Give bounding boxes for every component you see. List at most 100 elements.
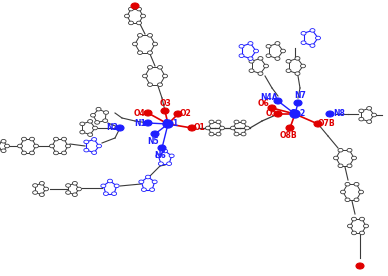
Ellipse shape <box>146 175 151 179</box>
Text: N2: N2 <box>106 123 118 132</box>
Ellipse shape <box>290 110 300 118</box>
Ellipse shape <box>359 190 364 194</box>
Ellipse shape <box>103 119 108 123</box>
Ellipse shape <box>96 107 101 111</box>
Ellipse shape <box>88 133 93 136</box>
Ellipse shape <box>315 36 320 40</box>
Ellipse shape <box>352 156 357 160</box>
Ellipse shape <box>139 180 144 184</box>
Ellipse shape <box>152 180 157 184</box>
Ellipse shape <box>206 126 211 130</box>
Ellipse shape <box>356 263 364 269</box>
Ellipse shape <box>84 148 89 152</box>
Ellipse shape <box>268 105 276 111</box>
Ellipse shape <box>352 231 357 235</box>
Text: O5: O5 <box>265 110 277 118</box>
Ellipse shape <box>80 130 85 134</box>
Ellipse shape <box>131 3 139 9</box>
Ellipse shape <box>163 120 173 128</box>
Ellipse shape <box>241 120 246 124</box>
Ellipse shape <box>92 126 97 130</box>
Ellipse shape <box>140 14 146 18</box>
Ellipse shape <box>220 126 225 130</box>
Ellipse shape <box>163 149 168 153</box>
Ellipse shape <box>5 144 9 148</box>
Ellipse shape <box>137 51 142 54</box>
Ellipse shape <box>314 121 322 127</box>
Ellipse shape <box>174 111 182 117</box>
Ellipse shape <box>62 137 66 141</box>
Ellipse shape <box>360 231 364 235</box>
Ellipse shape <box>347 164 352 168</box>
Ellipse shape <box>266 54 271 57</box>
Ellipse shape <box>286 125 294 131</box>
Ellipse shape <box>274 98 282 104</box>
Ellipse shape <box>286 69 291 73</box>
Ellipse shape <box>188 125 196 131</box>
Text: Co1: Co1 <box>163 120 179 129</box>
Ellipse shape <box>88 120 93 123</box>
Ellipse shape <box>158 65 163 69</box>
Ellipse shape <box>364 224 369 228</box>
Ellipse shape <box>158 145 166 151</box>
Ellipse shape <box>39 193 44 197</box>
Ellipse shape <box>347 148 352 152</box>
Ellipse shape <box>66 184 71 187</box>
Ellipse shape <box>66 144 71 148</box>
Ellipse shape <box>80 122 85 126</box>
Ellipse shape <box>132 42 137 46</box>
Ellipse shape <box>294 100 302 106</box>
Ellipse shape <box>234 132 239 136</box>
Ellipse shape <box>341 190 345 194</box>
Ellipse shape <box>158 83 163 86</box>
Ellipse shape <box>266 44 271 48</box>
Ellipse shape <box>295 57 300 60</box>
Ellipse shape <box>216 132 221 136</box>
Ellipse shape <box>72 193 77 197</box>
Ellipse shape <box>354 198 359 201</box>
Ellipse shape <box>92 137 97 141</box>
Ellipse shape <box>66 191 71 194</box>
Ellipse shape <box>345 182 350 186</box>
Ellipse shape <box>301 41 306 44</box>
Ellipse shape <box>147 51 152 54</box>
Ellipse shape <box>144 110 152 116</box>
Ellipse shape <box>72 182 77 185</box>
Ellipse shape <box>158 162 163 166</box>
Ellipse shape <box>147 83 152 86</box>
Ellipse shape <box>141 188 146 192</box>
Ellipse shape <box>150 188 154 192</box>
Ellipse shape <box>352 217 357 221</box>
Text: N5: N5 <box>147 137 159 145</box>
Ellipse shape <box>239 44 244 48</box>
Ellipse shape <box>76 187 81 191</box>
Ellipse shape <box>310 44 315 47</box>
Ellipse shape <box>326 111 334 117</box>
Ellipse shape <box>249 60 254 63</box>
Text: O3: O3 <box>160 99 172 107</box>
Ellipse shape <box>1 139 6 143</box>
Ellipse shape <box>263 64 268 68</box>
Ellipse shape <box>248 57 253 60</box>
Ellipse shape <box>248 42 253 45</box>
Ellipse shape <box>54 151 59 155</box>
Text: Co2: Co2 <box>290 110 306 118</box>
Ellipse shape <box>21 151 26 155</box>
Ellipse shape <box>301 31 306 35</box>
Ellipse shape <box>39 182 44 185</box>
Ellipse shape <box>338 148 343 152</box>
Ellipse shape <box>147 34 152 37</box>
Ellipse shape <box>54 137 59 141</box>
Text: N8: N8 <box>333 110 345 118</box>
Ellipse shape <box>29 151 35 155</box>
Ellipse shape <box>33 191 38 194</box>
Ellipse shape <box>161 108 169 114</box>
Ellipse shape <box>116 125 124 131</box>
Text: N4A: N4A <box>260 92 278 102</box>
Ellipse shape <box>62 151 66 155</box>
Text: O8B: O8B <box>279 131 297 140</box>
Ellipse shape <box>84 140 89 144</box>
Ellipse shape <box>128 21 133 25</box>
Ellipse shape <box>101 184 106 188</box>
Ellipse shape <box>258 72 263 75</box>
